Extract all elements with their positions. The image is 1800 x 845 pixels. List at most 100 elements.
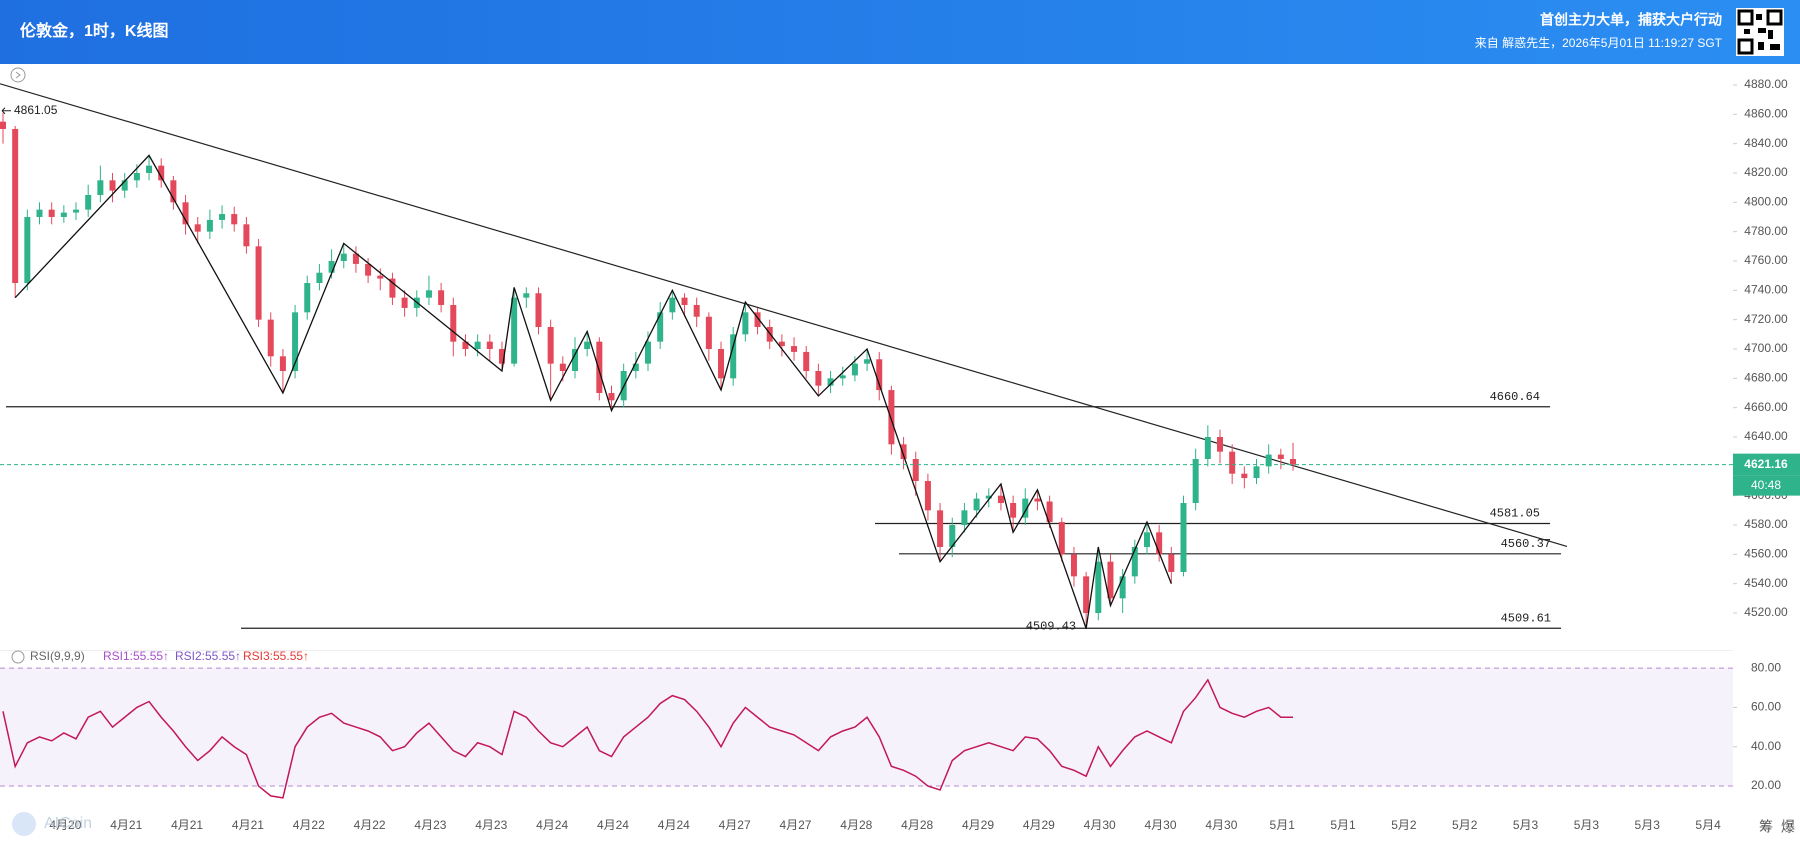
candle-body bbox=[888, 390, 895, 445]
candle-body bbox=[997, 495, 1004, 504]
candle-body bbox=[1010, 503, 1017, 518]
candle-body bbox=[1168, 554, 1175, 572]
candle-body bbox=[352, 253, 359, 264]
candle-body bbox=[815, 370, 822, 386]
candle-body bbox=[705, 316, 712, 349]
x-tick-label: 4月30 bbox=[1145, 818, 1177, 832]
panel-divider bbox=[0, 650, 1733, 651]
y-tick-label: 80.00 bbox=[1751, 660, 1781, 674]
candle-body bbox=[328, 260, 335, 273]
candle-body bbox=[1290, 459, 1297, 465]
y-tick-label: 4560.00 bbox=[1744, 547, 1788, 561]
x-tick-label: 5月2 bbox=[1452, 818, 1478, 832]
candle-body bbox=[937, 510, 944, 548]
x-tick-label: 5月3 bbox=[1574, 818, 1600, 832]
trendline bbox=[0, 83, 1568, 547]
y-tick-label: 4720.00 bbox=[1744, 312, 1788, 326]
candle-body bbox=[1070, 554, 1077, 577]
candle-body bbox=[900, 444, 907, 460]
candle-body bbox=[48, 209, 55, 217]
x-tick-label: 4月24 bbox=[597, 818, 629, 832]
x-tick-label: 4月23 bbox=[475, 818, 507, 832]
x-tick-label: 5月3 bbox=[1635, 818, 1661, 832]
candle-body bbox=[754, 312, 761, 327]
candle-body bbox=[1119, 576, 1126, 599]
level-label: 4660.64 bbox=[1490, 390, 1540, 404]
x-tick-label: 4月22 bbox=[293, 818, 325, 832]
y-tick-label: 4660.00 bbox=[1744, 400, 1788, 414]
header-slogan: 首创主力大单，捕获大户行动 bbox=[1540, 12, 1722, 28]
candle-body bbox=[170, 180, 177, 203]
candle-body bbox=[1143, 532, 1150, 548]
x-tick-label: 4月24 bbox=[536, 818, 568, 832]
candle-body bbox=[450, 304, 457, 342]
candle-body bbox=[194, 224, 201, 232]
price-label: 4621.16 bbox=[1744, 457, 1788, 471]
candle-body bbox=[985, 495, 992, 499]
candle-body bbox=[949, 525, 956, 548]
candle-body bbox=[511, 297, 518, 364]
candle-body bbox=[681, 297, 688, 305]
watermark-logo bbox=[12, 812, 36, 836]
header-bar bbox=[0, 0, 1800, 64]
candle-body bbox=[133, 172, 140, 181]
candle-body bbox=[584, 341, 591, 349]
candle-body bbox=[1229, 451, 1236, 474]
candle-body bbox=[730, 334, 737, 379]
candle-body bbox=[571, 348, 578, 371]
candle-body bbox=[243, 224, 250, 247]
candle-body bbox=[377, 275, 384, 279]
candle-body bbox=[292, 312, 299, 371]
candle-body bbox=[462, 341, 469, 349]
y-tick-label: 60.00 bbox=[1751, 700, 1781, 714]
candle-body bbox=[803, 351, 810, 371]
x-tick-label: 4月23 bbox=[414, 818, 446, 832]
y-tick-label: 4800.00 bbox=[1744, 194, 1788, 208]
collapse-arrow bbox=[15, 71, 21, 79]
y-tick-label: 4580.00 bbox=[1744, 517, 1788, 531]
candle-body bbox=[109, 180, 116, 191]
y-tick-label: 4700.00 bbox=[1744, 341, 1788, 355]
x-tick-label: 4月21 bbox=[110, 818, 142, 832]
candle-body bbox=[535, 293, 542, 327]
candle-body bbox=[1058, 522, 1065, 555]
candle-body bbox=[791, 346, 798, 352]
candle-body bbox=[182, 202, 189, 225]
candle-body bbox=[1022, 498, 1029, 518]
corner-icon: 爆 bbox=[1781, 819, 1795, 835]
candle-body bbox=[146, 165, 153, 173]
rsi-line bbox=[2, 678, 1294, 799]
x-tick-label: 5月1 bbox=[1270, 818, 1296, 832]
candle-body bbox=[486, 341, 493, 349]
candle-body bbox=[608, 392, 615, 401]
candle-body bbox=[1241, 473, 1248, 479]
high-label: 4861.05 bbox=[14, 103, 58, 117]
candle-body bbox=[73, 209, 80, 213]
candle-body bbox=[121, 180, 128, 191]
collapse-icon[interactable] bbox=[10, 67, 26, 83]
level-label: 4581.05 bbox=[1490, 507, 1540, 521]
rsi-toggle[interactable] bbox=[11, 650, 25, 664]
candle-body bbox=[547, 326, 554, 364]
x-tick-label: 5月3 bbox=[1513, 818, 1539, 832]
legend-entry: RSI3:55.55↑ bbox=[243, 649, 309, 663]
candle-body bbox=[864, 359, 871, 364]
y-tick-label: 40.00 bbox=[1751, 739, 1781, 753]
candle-body bbox=[267, 319, 274, 357]
candle-body bbox=[876, 359, 883, 391]
candle-body bbox=[1180, 503, 1187, 572]
candle-body bbox=[340, 253, 347, 261]
candle-body bbox=[839, 375, 846, 379]
candle-body bbox=[1265, 454, 1272, 467]
corner-icon: 筹 bbox=[1759, 819, 1773, 835]
candle-body bbox=[158, 165, 165, 181]
candle-body bbox=[1083, 576, 1090, 614]
candle-body bbox=[85, 194, 92, 210]
candle-body bbox=[669, 297, 676, 313]
y-tick-label: 4540.00 bbox=[1744, 576, 1788, 590]
y-tick-label: 4880.00 bbox=[1744, 77, 1788, 91]
candle-body bbox=[1204, 436, 1211, 460]
candle-body bbox=[559, 363, 566, 371]
x-tick-label: 4月24 bbox=[658, 818, 690, 832]
